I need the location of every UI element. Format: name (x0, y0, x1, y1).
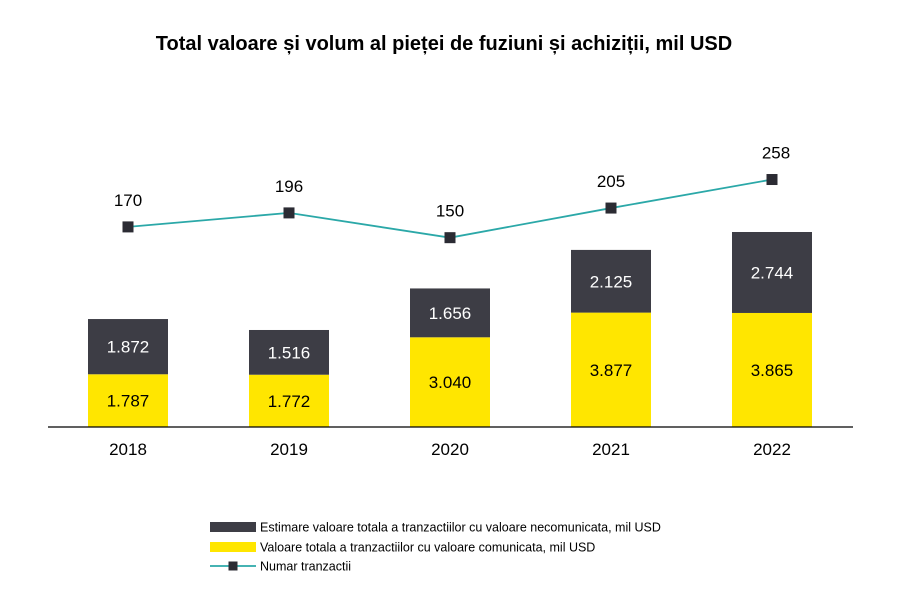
bar-layer: 1.787 1.872 1.772 1.516 3.040 1.656 3.877 2.125… (88, 232, 812, 427)
x-tick-label: 2021 (592, 440, 630, 459)
legend-entry-label: Valoare totala a tranzactiilor cu valoar… (260, 541, 595, 555)
line-data-label: 258 (762, 144, 790, 163)
line-marker (605, 202, 617, 214)
bar-valoare-comunicata (571, 312, 651, 427)
x-tick-label: 2019 (270, 440, 308, 459)
bar-label-comunicata: 1.772 (268, 392, 311, 411)
bar-label-necomunicata: 2.744 (751, 263, 794, 282)
legend-bar-swatch (210, 542, 256, 552)
bar-estimare-necomunicata (571, 249, 651, 313)
line-marker (283, 207, 295, 219)
bar-estimare-necomunicata (732, 232, 812, 313)
legend-entry-label: Estimare valoare totala a tranzactiilor … (260, 521, 661, 535)
x-tick-label: 2022 (753, 440, 791, 459)
bar-estimare-necomunicata (410, 288, 490, 338)
line-data-label: 170 (114, 191, 142, 210)
legend-bar-swatch (210, 522, 256, 532)
line-data-label: 150 (436, 202, 464, 221)
bar-label-necomunicata: 1.516 (268, 343, 311, 362)
line-data-label: 196 (275, 177, 303, 196)
bar-label-comunicata: 1.787 (107, 392, 150, 411)
line-layer: 170 196 150 205 258 (114, 144, 790, 244)
bar-label-comunicata: 3.865 (751, 361, 794, 380)
legend: Estimare valoare totala a tranzactiilor … (210, 521, 661, 574)
bar-valoare-comunicata (249, 374, 329, 427)
legend-entry-label: Numar tranzactii (260, 560, 351, 574)
chart-title: Total valoare și volum al pieței de fuzi… (156, 33, 732, 55)
bar-label-comunicata: 3.040 (429, 373, 472, 392)
line-marker (766, 174, 778, 186)
bar-label-necomunicata: 1.656 (429, 304, 472, 323)
x-tick-label: 2020 (431, 440, 469, 459)
bar-valoare-comunicata (410, 337, 490, 427)
line-data-label: 205 (597, 172, 625, 191)
bar-estimare-necomunicata (249, 329, 329, 375)
bar-estimare-necomunicata (88, 319, 168, 375)
bar-label-necomunicata: 1.872 (107, 338, 150, 357)
bar-valoare-comunicata (732, 312, 812, 427)
line-marker (444, 232, 456, 244)
bar-valoare-comunicata (88, 374, 168, 427)
line-marker (122, 221, 134, 233)
x-tick-label: 2018 (109, 440, 147, 459)
bar-label-necomunicata: 2.125 (590, 272, 633, 291)
legend-line-marker (228, 561, 238, 571)
x-tick-layer: 2018 2019 2020 2021 2022 (109, 440, 791, 459)
bar-label-comunicata: 3.877 (590, 361, 633, 380)
